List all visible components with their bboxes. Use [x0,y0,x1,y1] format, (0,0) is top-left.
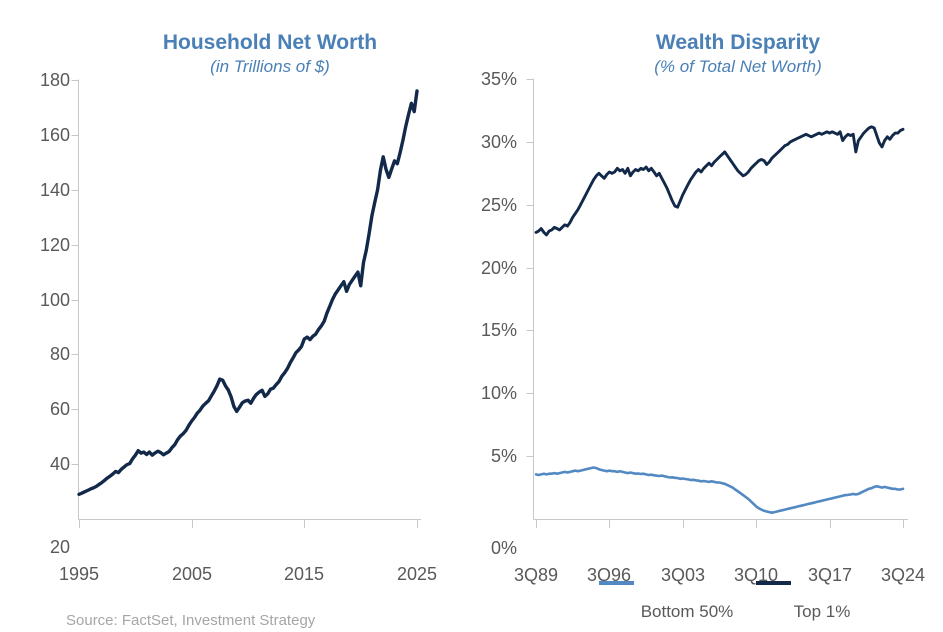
legend-swatch-top-1 [756,581,791,585]
source-note: Source: FactSet, Investment Strategy [66,612,316,629]
y-tick-label: 140 [39,180,70,200]
left-chart-title: Household Net Worth [162,31,378,54]
y-tick-label: 15% [480,320,517,340]
left-chart-subtitle: (in Trillions of $) [210,57,330,76]
series-line-bottom-50 [534,466,905,515]
x-tick-label: 3Q24 [880,565,926,585]
y-tick-label: 35% [480,69,517,89]
x-tick-label: 3Q03 [660,565,706,585]
y-tick-label: 0% [490,538,517,558]
right-chart-subtitle: (% of Total Net Worth) [654,57,822,76]
y-tick-label: 40 [49,454,70,474]
y-tick-label: 30% [480,132,517,152]
legend-label-top-1: Top 1% [793,602,851,621]
series-line-top-1 [534,125,905,237]
y-tick-label: 25% [480,195,517,215]
series-line-household-net-worth [77,89,419,496]
y-tick-label: 20 [49,537,70,557]
x-tick-label: 3Q96 [586,565,632,585]
x-tick-label: 1995 [58,564,100,584]
y-tick-label: 80 [49,344,70,364]
x-tick-label: 3Q17 [807,565,853,585]
x-tick-label: 3Q10 [733,565,779,585]
y-tick-label: 180 [39,70,70,90]
y-tick-label: 60 [49,399,70,419]
legend-swatch-bottom-50 [599,581,634,585]
y-tick-label: 100 [39,290,70,310]
y-tick-label: 10% [480,383,517,403]
y-tick-label: 160 [39,125,70,145]
right-chart-title: Wealth Disparity [655,31,821,54]
x-tick-label: 2015 [283,564,325,584]
y-tick-label: 20% [480,258,517,278]
x-tick-label: 2025 [396,564,438,584]
y-tick-label: 5% [490,446,517,466]
x-tick-label: 3Q89 [513,565,559,585]
legend-label-bottom-50: Bottom 50% [640,602,734,621]
x-tick-label: 2005 [171,564,213,584]
y-tick-label: 120 [39,235,70,255]
